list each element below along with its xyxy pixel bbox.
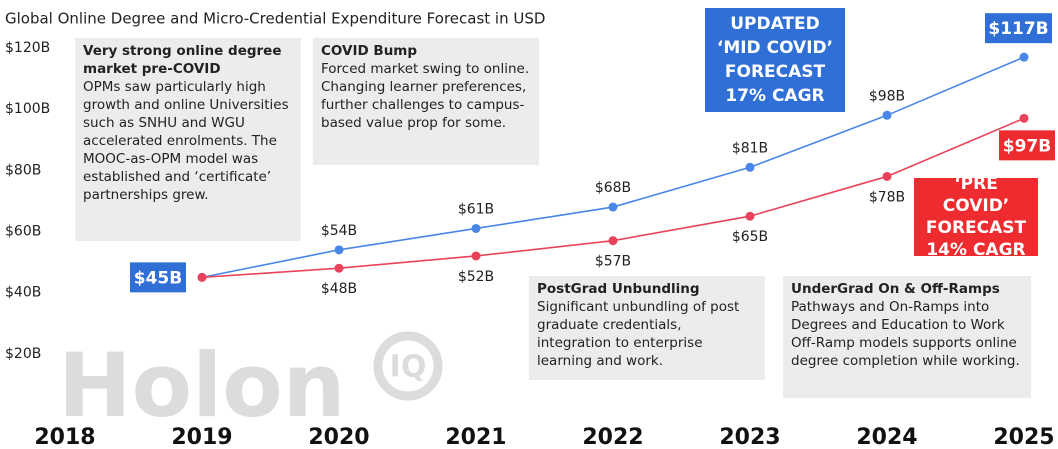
value-label-box <box>130 262 186 293</box>
annotation-text: Significant unbundling of post graduate … <box>537 299 740 369</box>
value-label: $45B <box>134 268 182 288</box>
x-tick-label: 2018 <box>34 425 95 449</box>
legend-entry: UPDATED ‘MID COVID’ FORECAST 17% CAGR <box>705 8 845 112</box>
watermark-mark: IQ <box>390 350 427 385</box>
value-label: $78B <box>869 189 905 205</box>
point <box>882 110 892 120</box>
point <box>1019 113 1029 123</box>
point <box>471 251 481 261</box>
value-label: $61B <box>458 201 494 217</box>
y-tick-label: $120B <box>5 40 50 56</box>
y-tick-label: $100B <box>5 101 50 117</box>
legend-entry: ‘PRE COVID’ FORECAST 14% CAGR <box>914 174 1038 260</box>
x-tick-label: 2019 <box>171 425 232 449</box>
value-label-box <box>999 130 1055 161</box>
value-label: $117B <box>988 19 1048 39</box>
value-label-box <box>985 13 1052 44</box>
value-label: $97B <box>1003 136 1051 156</box>
annotation-title: COVID Bump <box>321 43 418 59</box>
point <box>471 223 481 233</box>
y-tick-label: $20B <box>5 346 41 362</box>
value-label: $54B <box>321 223 357 239</box>
annotation-title: UnderGrad On & Off-Ramps <box>791 281 1000 297</box>
point <box>197 272 207 282</box>
annotation-title: PostGrad Unbundling <box>537 281 700 297</box>
value-label: $65B <box>732 229 768 245</box>
annotation-text: OPMs saw particularly high growth and on… <box>83 79 289 203</box>
x-tick-label: 2024 <box>856 425 917 449</box>
chart-title: Global Online Degree and Micro-Credentia… <box>5 10 545 28</box>
y-tick-label: $60B <box>5 224 41 240</box>
value-label: $52B <box>458 269 494 285</box>
point <box>608 236 618 246</box>
value-label: $48B <box>321 281 357 297</box>
point <box>334 245 344 255</box>
x-tick-label: 2021 <box>445 425 506 449</box>
watermark-ring <box>373 331 443 401</box>
value-label: $68B <box>595 180 631 196</box>
annotation-text: Pathways and On-Ramps into Degrees and E… <box>791 299 1020 369</box>
x-tick-label: 2022 <box>582 425 643 449</box>
x-tick-label: 2023 <box>719 425 780 449</box>
point <box>745 162 755 172</box>
point <box>608 202 618 212</box>
point <box>745 211 755 221</box>
watermark: Holon <box>58 334 345 437</box>
annotation-text: Forced market swing to online. Changing … <box>321 61 530 131</box>
y-tick-label: $40B <box>5 285 41 301</box>
annotation: UnderGrad On & Off-Ramps Pathways and On-… <box>783 276 1031 398</box>
annotation: COVID Bump Forced market swing to online.… <box>313 38 539 165</box>
y-tick-label: $80B <box>5 162 41 178</box>
annotation: Very strong online degree market pre-COV… <box>75 38 301 241</box>
point <box>882 171 892 181</box>
value-label: $98B <box>869 88 905 104</box>
point <box>334 263 344 273</box>
point <box>1019 52 1029 62</box>
x-tick-label: 2020 <box>308 425 369 449</box>
x-tick-label: 2025 <box>993 425 1054 449</box>
value-label: $57B <box>595 254 631 270</box>
value-label: $81B <box>732 140 768 156</box>
annotation: PostGrad Unbundling Significant unbundlin… <box>529 276 765 380</box>
annotation-title: Very strong online degree market pre-COV… <box>83 43 282 77</box>
